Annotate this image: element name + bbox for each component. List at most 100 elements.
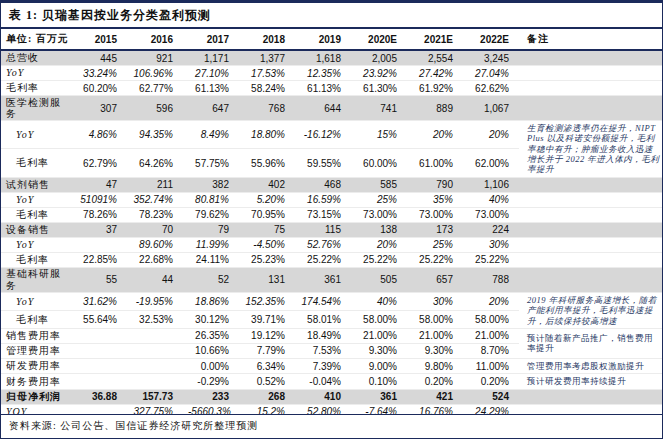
cell-value: 21.00% xyxy=(407,328,463,343)
row-label: 毛利率 xyxy=(1,149,71,177)
cell-value: 445 xyxy=(71,50,127,66)
cell-value: 9.30% xyxy=(407,343,463,358)
source-note: 资料来源: 公司公告、国信证券经济研究所整理预测 xyxy=(1,414,662,438)
row-label: 财务费用率 xyxy=(1,374,71,389)
remark-cell-empty xyxy=(519,237,663,252)
cell-value: 307 xyxy=(71,96,127,121)
cell-value: 40% xyxy=(463,192,519,207)
cell-value: 60.00% xyxy=(351,149,407,177)
cell-value: 18.80% xyxy=(239,121,295,149)
cell-value: 37 xyxy=(71,222,127,237)
cell-value: 75 xyxy=(239,222,295,237)
remark-cell-empty xyxy=(519,96,663,121)
row-label: 试剂销售 xyxy=(1,177,71,192)
row-label: 设备销售 xyxy=(1,222,71,237)
remark-cell: 生育检测渗透率仍在提升，NIPT Plus 以及科诺安份额提升，毛利率稳中有升；… xyxy=(519,121,663,178)
cell-value: 152.35% xyxy=(239,292,295,310)
remark-cell-empty xyxy=(519,192,663,207)
cell-value: 30% xyxy=(407,292,463,310)
cell-value: 268 xyxy=(239,389,295,404)
cell-value: 33.24% xyxy=(71,66,127,81)
remark-cell-empty xyxy=(519,207,663,222)
cell-value: 0.20% xyxy=(407,374,463,389)
cell-value: 47 xyxy=(71,177,127,192)
cell-value: 0.52% xyxy=(239,374,295,389)
cell-value: 35% xyxy=(407,192,463,207)
forecast-table: 单位: 百万元 2015 2016 2017 2018 2019 2020E 2… xyxy=(1,29,663,419)
cell-value: 138 xyxy=(351,222,407,237)
cell-value: 224 xyxy=(463,222,519,237)
cell-value: 174.54% xyxy=(295,292,351,310)
remark-cell: 预计研发费用率持续提升 xyxy=(519,374,663,389)
cell-value: 40% xyxy=(351,292,407,310)
cell-value: 58.24% xyxy=(239,81,295,96)
forecast-report-table: 表 1: 贝瑞基因按业务分类盈利预测 单位: 百万元 2015 2016 201… xyxy=(0,0,663,439)
year-header-2021e: 2021E xyxy=(407,29,463,50)
cell-value: 26.35% xyxy=(183,328,239,343)
cell-value xyxy=(127,328,183,343)
table-row: 基础科研服务554452131361505657788 xyxy=(1,267,663,292)
row-label: 管理费用率 xyxy=(1,343,71,358)
cell-value: 15% xyxy=(351,121,407,149)
cell-value: 20% xyxy=(463,292,519,310)
cell-value: 1,618 xyxy=(295,50,351,66)
cell-value: 21.00% xyxy=(351,328,407,343)
cell-value: 596 xyxy=(127,96,183,121)
table-row: 研发费用率0.00%6.34%7.39%9.00%9.80%11.00%管理费用… xyxy=(1,358,663,373)
cell-value: 30.12% xyxy=(183,310,239,328)
row-label: YoY xyxy=(1,192,71,207)
remark-cell-empty xyxy=(519,252,663,267)
remark-cell-empty xyxy=(519,81,663,96)
cell-value: 60.20% xyxy=(71,81,127,96)
cell-value: 55.96% xyxy=(239,149,295,177)
cell-value: 131 xyxy=(239,267,295,292)
cell-value: 18.86% xyxy=(183,292,239,310)
cell-value xyxy=(71,374,127,389)
cell-value: 2,005 xyxy=(351,50,407,66)
cell-value xyxy=(127,358,183,373)
row-label: 毛利率 xyxy=(1,252,71,267)
cell-value: 768 xyxy=(239,96,295,121)
cell-value: 64.26% xyxy=(127,149,183,177)
cell-value: 524 xyxy=(463,389,519,404)
cell-value: 61.00% xyxy=(407,149,463,177)
cell-value: 52 xyxy=(183,267,239,292)
year-header-2018: 2018 xyxy=(239,29,295,50)
cell-value: 0.10% xyxy=(351,374,407,389)
cell-value: 30% xyxy=(463,237,519,252)
cell-value: 23.92% xyxy=(351,66,407,81)
cell-value: 20% xyxy=(463,121,519,149)
row-label: 研发费用率 xyxy=(1,358,71,373)
year-header-2022e: 2022E xyxy=(463,29,519,50)
cell-value: 78.26% xyxy=(71,207,127,222)
table-row: YoY89.60%11.99%-4.50%52.76%20%25%30% xyxy=(1,237,663,252)
cell-value: 7.39% xyxy=(295,358,351,373)
cell-value: 80.81% xyxy=(183,192,239,207)
cell-value: 352.74% xyxy=(127,192,183,207)
cell-value: 73.00% xyxy=(351,207,407,222)
cell-value: 106.96% xyxy=(127,66,183,81)
row-label: 毛利率 xyxy=(1,207,71,222)
header-row: 单位: 百万元 2015 2016 2017 2018 2019 2020E 2… xyxy=(1,29,663,50)
unit-header: 单位: 百万元 xyxy=(1,29,71,50)
cell-value: 921 xyxy=(127,50,183,66)
cell-value: 61.30% xyxy=(351,81,407,96)
cell-value: 36.88 xyxy=(71,389,127,404)
cell-value: 70 xyxy=(127,222,183,237)
cell-value: 62.62% xyxy=(463,81,519,96)
cell-value: 57.75% xyxy=(183,149,239,177)
cell-value: 27.04% xyxy=(463,66,519,81)
cell-value: 20% xyxy=(407,121,463,149)
year-header-2017: 2017 xyxy=(183,29,239,50)
table-row: 试剂销售472113824024685857901,106 xyxy=(1,177,663,192)
cell-value: 1,106 xyxy=(463,177,519,192)
cell-value: 89.60% xyxy=(127,237,183,252)
cell-value: 410 xyxy=(295,389,351,404)
row-label: 基础科研服务 xyxy=(1,267,71,292)
cell-value: 361 xyxy=(351,389,407,404)
cell-value: 62.00% xyxy=(463,149,519,177)
row-label: YoY xyxy=(1,292,71,310)
cell-value: 70.95% xyxy=(239,207,295,222)
cell-value: 21.00% xyxy=(463,328,519,343)
table-body: 总营收4459211,1711,3771,6182,0052,5543,245Y… xyxy=(1,50,663,419)
